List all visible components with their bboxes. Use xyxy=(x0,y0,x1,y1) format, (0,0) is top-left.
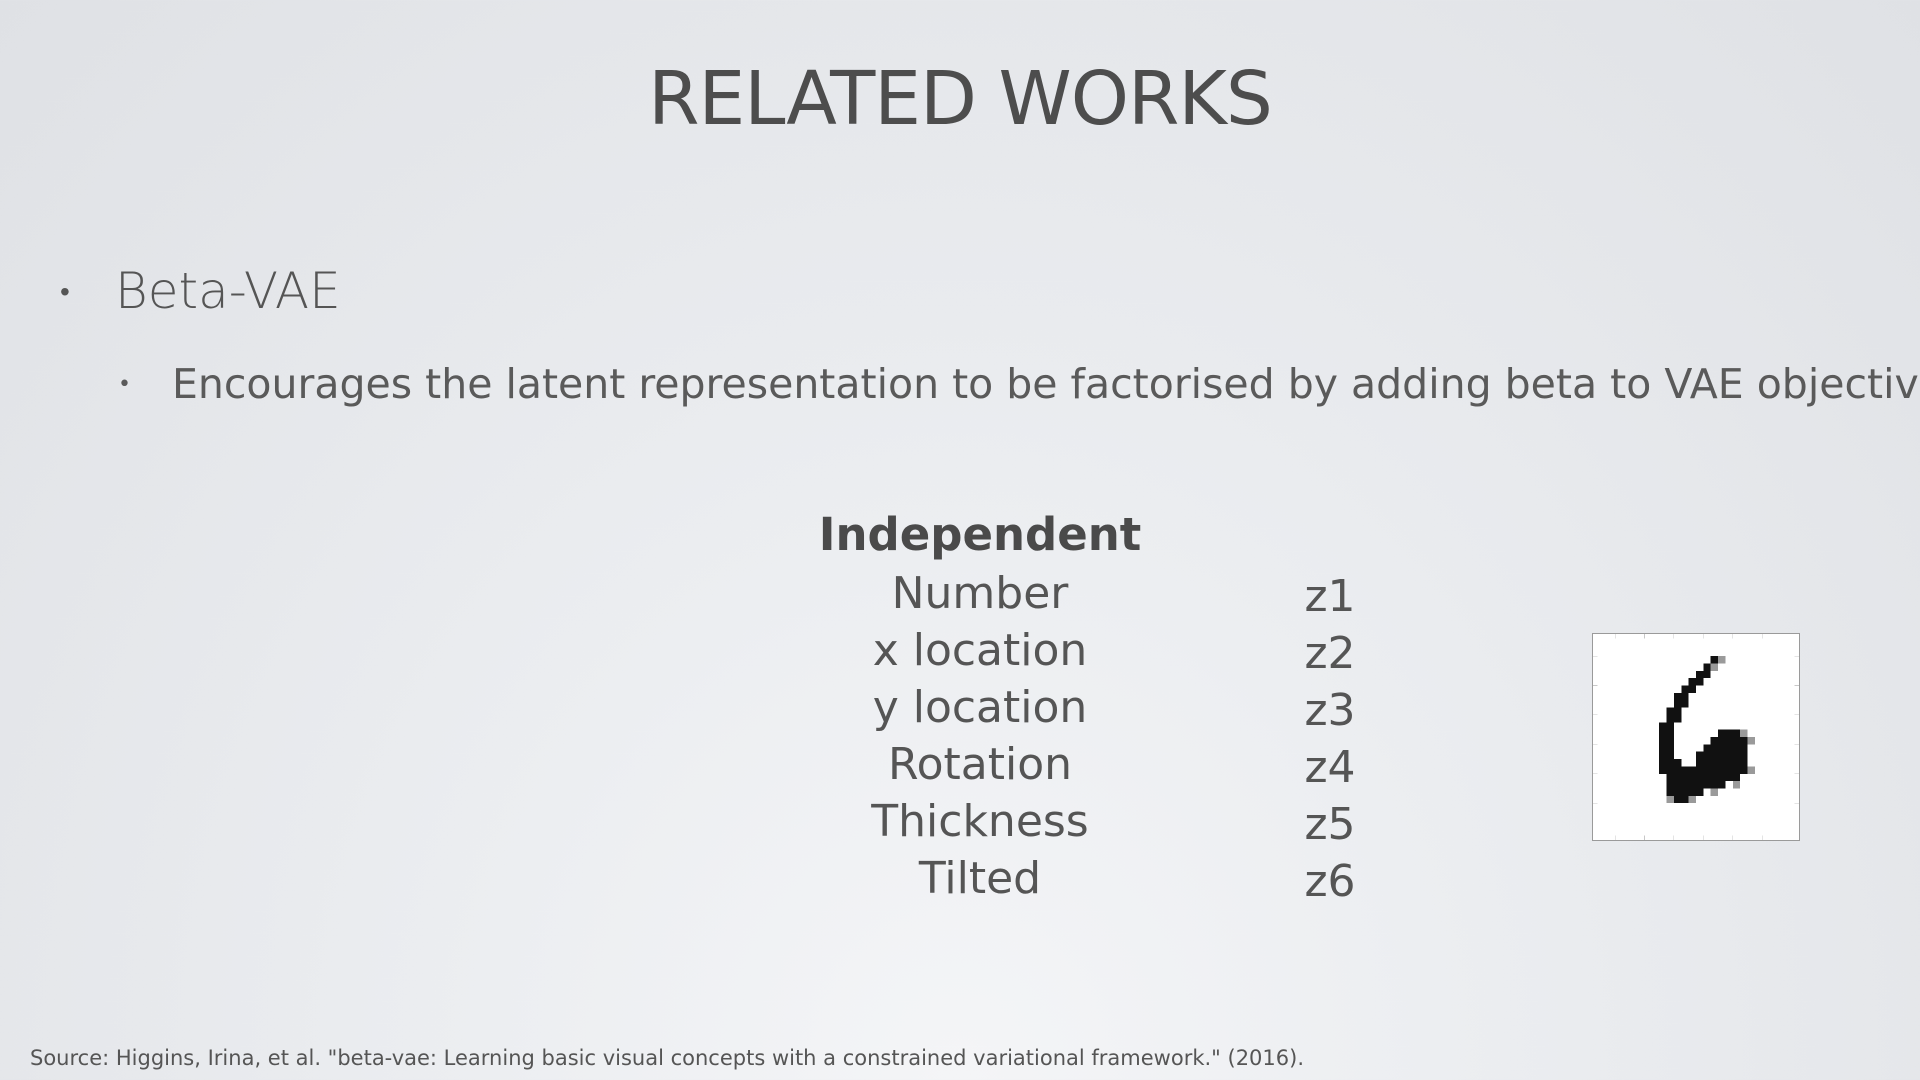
mnist-digit-image xyxy=(1592,633,1800,841)
sub-bullet-marker: • xyxy=(118,371,131,397)
source-citation: Source: Higgins, Irina, et al. "beta-vae… xyxy=(30,1046,1305,1070)
latent-list: z1 z2 z3 z4 z5 z6 xyxy=(1290,568,1370,910)
latent-item: z2 xyxy=(1304,628,1356,679)
slide-title: RELATED WORKS xyxy=(648,56,1273,142)
factor-list: Independent Number x location y location… xyxy=(760,505,1200,907)
latent-item: z1 xyxy=(1304,571,1356,622)
latent-item: z3 xyxy=(1304,685,1356,736)
sub-bullet-text: Encourages the latent representation to … xyxy=(172,360,1920,408)
bullet-text: Beta-VAE xyxy=(115,262,341,320)
latent-item: z5 xyxy=(1304,799,1356,850)
factor-item: Thickness xyxy=(871,796,1089,847)
latent-item: z6 xyxy=(1304,856,1356,907)
bullet-marker: • xyxy=(60,274,70,308)
factor-item: y location xyxy=(872,682,1088,733)
factor-item: Number xyxy=(891,568,1069,619)
factor-list-heading: Independent xyxy=(818,508,1142,561)
sub-bullet-description: • Encourages the latent representation t… xyxy=(118,360,1920,408)
factor-item: Rotation xyxy=(887,739,1072,790)
factor-item: x location xyxy=(872,625,1088,676)
digit-six-icon xyxy=(1593,634,1799,840)
bullet-beta-vae: • Beta-VAE xyxy=(60,262,341,320)
factor-item: Tilted xyxy=(918,853,1042,904)
latent-item: z4 xyxy=(1304,742,1356,793)
